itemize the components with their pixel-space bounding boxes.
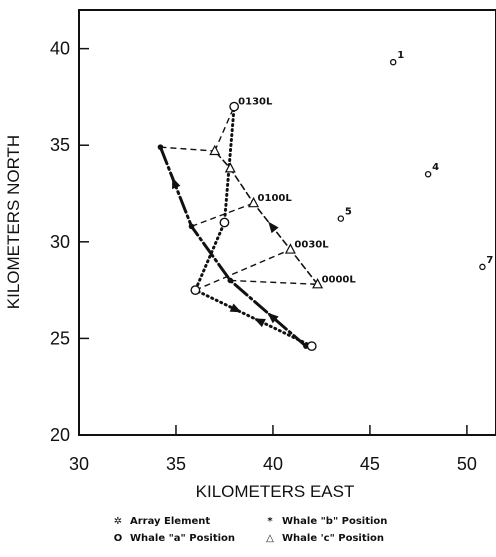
- legend-symbol: *: [267, 516, 273, 527]
- time-label: 0000L: [322, 274, 357, 285]
- y-tick-label: 25: [50, 328, 70, 348]
- time-label: 0130L: [238, 97, 273, 108]
- array-element-marker: [389, 58, 397, 66]
- time-label: 0030L: [294, 240, 329, 251]
- whale-b-marker: [157, 144, 164, 150]
- whale-a-direction-arrow: [253, 318, 266, 328]
- whale-b-marker: [227, 277, 234, 284]
- x-axis-title: KILOMETERS EAST: [196, 482, 355, 501]
- time-connector-line: [195, 248, 291, 291]
- whale-a-track: [193, 105, 314, 348]
- array-element-label: 5: [345, 207, 352, 218]
- x-tick-label: 45: [360, 454, 380, 474]
- whale-c-marker: [209, 144, 221, 156]
- array-element-marker: [337, 215, 345, 222]
- whale-c-marker: [312, 278, 324, 289]
- x-tick-label: 50: [457, 454, 477, 474]
- plot-frame: [78, 9, 496, 436]
- track-lines: [158, 105, 319, 348]
- legend-label: Array Element: [130, 516, 210, 527]
- whale-c-marker: [284, 243, 296, 254]
- y-tick-label: 40: [50, 39, 70, 59]
- array-element-marker: [479, 263, 486, 271]
- whale-c-direction-arrow: [268, 221, 279, 234]
- whale-a-direction-arrow: [229, 303, 242, 313]
- whale-c-marker: [248, 196, 260, 208]
- track-markers: [157, 58, 486, 352]
- point-labels: 0130L 0100L 0030L 0000L 1 4 5 7: [238, 50, 493, 285]
- legend-symbol: ✲: [114, 516, 122, 527]
- time-connector-line: [191, 202, 254, 228]
- array-element-label: 7: [486, 255, 493, 266]
- y-axis-title: KILOMETERS NORTH: [4, 135, 23, 309]
- time-connector-line: [214, 106, 235, 152]
- time-label: 0100L: [258, 193, 293, 204]
- whale-b-track: [158, 145, 308, 348]
- whale-a-marker: [190, 285, 201, 296]
- whale-c-marker: [224, 162, 236, 173]
- array-element-label: 1: [397, 50, 404, 61]
- whale-a-marker: [229, 101, 240, 112]
- whale-b-direction-arrow: [172, 177, 181, 190]
- time-connector-line: [230, 279, 318, 286]
- legend-label: Whale "b" Position: [282, 516, 387, 527]
- x-tick-label: 30: [69, 454, 89, 474]
- legend-label: Whale 'c" Position: [282, 533, 384, 544]
- x-tick-label: 40: [263, 454, 283, 474]
- whale-b-direction-arrow: [267, 312, 279, 324]
- legend-symbol: △: [266, 533, 274, 544]
- y-tick-label: 20: [50, 425, 70, 445]
- y-tick-label: 35: [50, 135, 70, 155]
- whale-a-marker: [219, 217, 230, 228]
- legend-label: Whale "a" Position: [130, 533, 235, 544]
- legend: ✲ Array Element * Whale "b" Position O Whale …: [114, 516, 388, 544]
- time-connector-line: [160, 146, 215, 152]
- legend-symbol: O: [114, 533, 123, 544]
- array-element-marker: [424, 170, 432, 178]
- y-tick-label: 30: [50, 232, 70, 252]
- whale-a-marker: [306, 341, 317, 352]
- array-element-label: 4: [432, 162, 439, 173]
- whale-b-marker: [188, 223, 195, 230]
- x-tick-label: 35: [166, 454, 186, 474]
